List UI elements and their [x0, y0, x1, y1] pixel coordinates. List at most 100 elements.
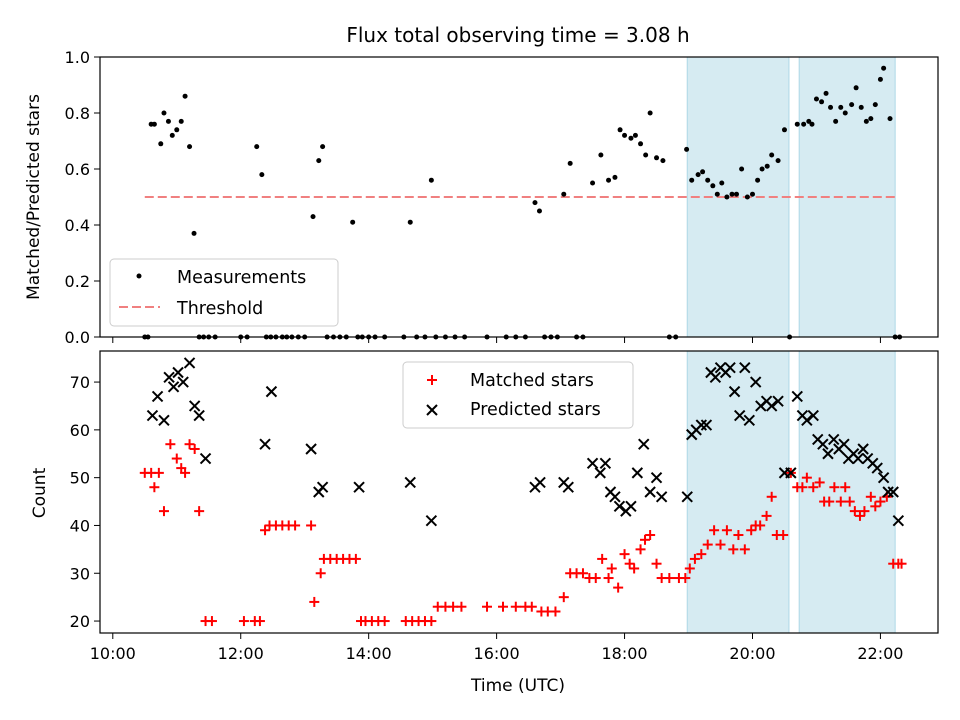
matched-star-point [206, 616, 217, 627]
matched-star-point [171, 453, 182, 464]
matched-star-point [715, 539, 726, 550]
measurement-point [853, 85, 859, 91]
measurement-point [174, 127, 180, 133]
matched-star-point [689, 553, 700, 564]
matched-star-point [629, 563, 640, 574]
bottom-panel: 20 30 40 50 60 70 10:00 12:00 14:00 16:00 18:00 20:… [70, 350, 939, 663]
matched-star-point [814, 477, 825, 488]
measurement-point [165, 118, 171, 124]
measurement-point [161, 110, 167, 116]
measurement-point [700, 169, 706, 175]
measurement-point [254, 144, 260, 150]
measurement-point [705, 177, 711, 183]
predicted-star-point [151, 390, 164, 403]
measurement-point [695, 172, 701, 178]
bottom-y-axis-label: Count [30, 467, 50, 518]
matched-star-point [640, 534, 651, 545]
matched-star-point [153, 467, 164, 478]
measurement-point [710, 183, 716, 189]
y-tick-label: 50 [70, 469, 90, 488]
x-tick-label: 20:00 [729, 644, 775, 663]
measurement-point [769, 152, 775, 158]
measurement-point [881, 65, 887, 71]
matched-star-point [189, 443, 200, 454]
axes-frame [99, 350, 939, 634]
measurement-point [755, 177, 761, 183]
matched-star-point [829, 482, 840, 493]
predicted-star-point [199, 452, 212, 465]
y-tick-label: 20 [70, 612, 90, 631]
matched-star-point [849, 506, 860, 517]
legend-top: Measurements Threshold [109, 258, 339, 327]
matched-star-point [603, 573, 614, 584]
predicted-star-point [871, 462, 883, 474]
x-tick-label: 10:00 [90, 644, 136, 663]
measurement-point [612, 174, 618, 180]
predicted-star-point [613, 500, 626, 513]
matched-star-point [606, 563, 617, 574]
measurement-point [598, 152, 604, 158]
legend-threshold-label: Threshold [176, 299, 263, 319]
predicted-star-point [609, 491, 621, 503]
matched-star-point [149, 482, 160, 493]
measurement-point [316, 158, 322, 164]
measurement-point [320, 144, 326, 150]
measurement-point [819, 99, 825, 105]
matched-star-point [859, 506, 870, 517]
predicted-star-point [852, 452, 864, 465]
measurement-point [809, 121, 815, 127]
matched-star-point [840, 482, 851, 493]
legend-matched-label: Matched stars [470, 371, 594, 391]
legend-bottom: Matched stars Predicted stars [402, 361, 634, 429]
y-tick-label: 40 [70, 516, 90, 535]
measurement-point [759, 166, 765, 172]
matched-star-point [260, 525, 271, 536]
predicted-star-point [638, 438, 650, 450]
matched-star-point [746, 525, 757, 536]
matched-star-point [619, 549, 630, 560]
predicted-star-point [882, 486, 894, 498]
matched-star-point [184, 439, 195, 450]
measurement-point [689, 177, 695, 183]
measurement-point [877, 76, 883, 82]
measurement-point [813, 96, 819, 102]
predicted-star-point [193, 409, 205, 422]
y-tick-label: 60 [70, 421, 90, 440]
matched-star-point [550, 606, 561, 617]
predicted-star-point [695, 419, 708, 431]
matched-star-point [709, 525, 720, 536]
legend-box [402, 361, 634, 429]
measurement-point [187, 144, 193, 150]
predicted-star-point [631, 467, 644, 479]
matched-star-point [778, 530, 789, 541]
measurement-point [794, 121, 800, 127]
matched-star-point [739, 544, 750, 555]
legend-predicted-label: Predicted stars [470, 400, 601, 420]
measurement-point [622, 132, 628, 138]
matched-star-point [854, 510, 865, 521]
matched-star-point [558, 592, 569, 603]
predicted-star-point [791, 390, 803, 403]
predicted-star-point [743, 414, 755, 427]
matched-star-point [808, 482, 819, 493]
matched-star-point [482, 601, 493, 612]
predicted-star-point [158, 414, 170, 427]
matched-star-point [761, 510, 772, 521]
legend-box [109, 258, 339, 327]
measurement-point [536, 208, 542, 214]
predicted-star-point [163, 371, 175, 383]
predicted-star-point [749, 376, 762, 388]
y-tick-label: 30 [70, 564, 90, 583]
y-tick-label: 0.4 [65, 216, 90, 235]
measurement-point [191, 230, 197, 236]
x-tick-label: 12:00 [218, 644, 264, 663]
matched-star-point [728, 544, 739, 555]
matched-star-point [766, 491, 777, 502]
matched-star-point [426, 616, 437, 627]
predicted-star-point [650, 471, 663, 484]
matched-star-point [844, 496, 855, 507]
predicted-star-point [586, 457, 599, 470]
predicted-star-point [700, 419, 713, 431]
predicted-star-point [404, 476, 416, 489]
measurement-point [744, 194, 750, 200]
